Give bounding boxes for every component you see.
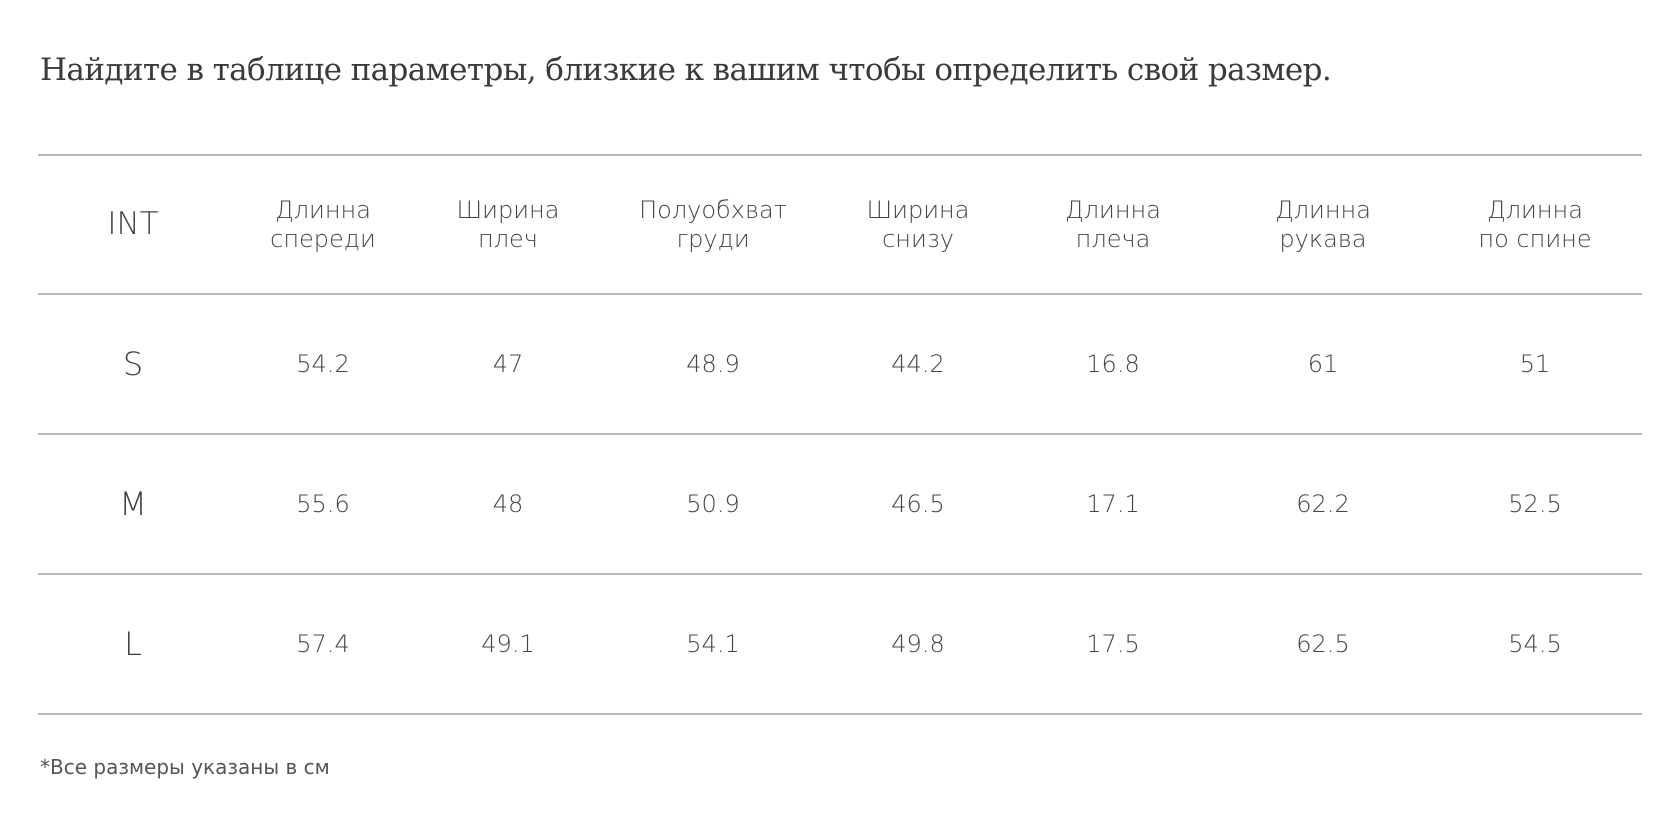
table-cell: 49.1 — [481, 630, 535, 658]
table-row: M 55.6 48 50.9 46.5 17.1 62.2 52.5 — [38, 434, 1642, 574]
size-label: L — [124, 625, 142, 663]
table-cell: 47 — [492, 350, 524, 378]
table-cell: 62.5 — [1296, 630, 1350, 658]
header-bottom-width: Ширина снизу — [828, 155, 1008, 294]
table-cell: 62.2 — [1296, 490, 1350, 518]
table-cell: 48.9 — [686, 350, 740, 378]
header-label-line2: груди — [676, 224, 750, 253]
header-label-line1: Длинна — [1065, 195, 1161, 224]
size-label: S — [122, 345, 144, 383]
table-row: L 57.4 49.1 54.1 49.8 17.5 62.5 54.5 — [38, 574, 1642, 714]
table-cell: 17.1 — [1086, 490, 1140, 518]
header-label-line2: плеча — [1075, 224, 1151, 253]
table-row: S 54.2 47 48.9 44.2 16.8 61 51 — [38, 294, 1642, 434]
table-cell: 54.5 — [1508, 630, 1562, 658]
table-cell: 52.5 — [1508, 490, 1562, 518]
table-header-row: INT Длинна спереди Ширина плеч Полуобхва… — [38, 155, 1642, 294]
header-half-chest: Полуобхват груди — [598, 155, 828, 294]
table-cell: 57.4 — [296, 630, 350, 658]
header-label-line2: снизу — [882, 224, 954, 253]
table-cell: 49.8 — [891, 630, 945, 658]
header-label-line1: Длинна — [275, 195, 371, 224]
table-cell: 55.6 — [296, 490, 350, 518]
page-title: Найдите в таблице параметры, близкие к в… — [40, 52, 1332, 88]
table-cell: 44.2 — [891, 350, 945, 378]
header-label-line2: рукава — [1279, 224, 1367, 253]
header-shoulder-width: Ширина плеч — [418, 155, 598, 294]
size-table: INT Длинна спереди Ширина плеч Полуобхва… — [38, 154, 1642, 715]
size-label: M — [119, 485, 147, 523]
header-label-line2: спереди — [270, 224, 376, 253]
table-cell: 48 — [492, 490, 524, 518]
header-label-line1: Ширина — [866, 195, 970, 224]
header-back-length: Длинна по спине — [1428, 155, 1642, 294]
table-cell: 51 — [1519, 350, 1551, 378]
table-cell: 54.1 — [686, 630, 740, 658]
header-label-line1: Длинна — [1275, 195, 1371, 224]
table-cell: 16.8 — [1086, 350, 1140, 378]
header-front-length: Длинна спереди — [228, 155, 418, 294]
table-cell: 50.9 — [686, 490, 740, 518]
header-int: INT — [107, 206, 159, 242]
table-cell: 46.5 — [891, 490, 945, 518]
header-label-line2: плеч — [478, 224, 538, 253]
header-label-line1: Полуобхват — [639, 195, 787, 224]
table-cell: 54.2 — [296, 350, 350, 378]
header-label-line1: Длинна — [1487, 195, 1583, 224]
header-label-line1: Ширина — [456, 195, 560, 224]
header-label-line2: по спине — [1478, 224, 1592, 253]
header-sleeve-length: Длинна рукава — [1218, 155, 1428, 294]
header-shoulder-length: Длинна плеча — [1008, 155, 1218, 294]
table-cell: 17.5 — [1086, 630, 1140, 658]
table-cell: 61 — [1307, 350, 1339, 378]
footnote: *Все размеры указаны в см — [40, 755, 330, 779]
